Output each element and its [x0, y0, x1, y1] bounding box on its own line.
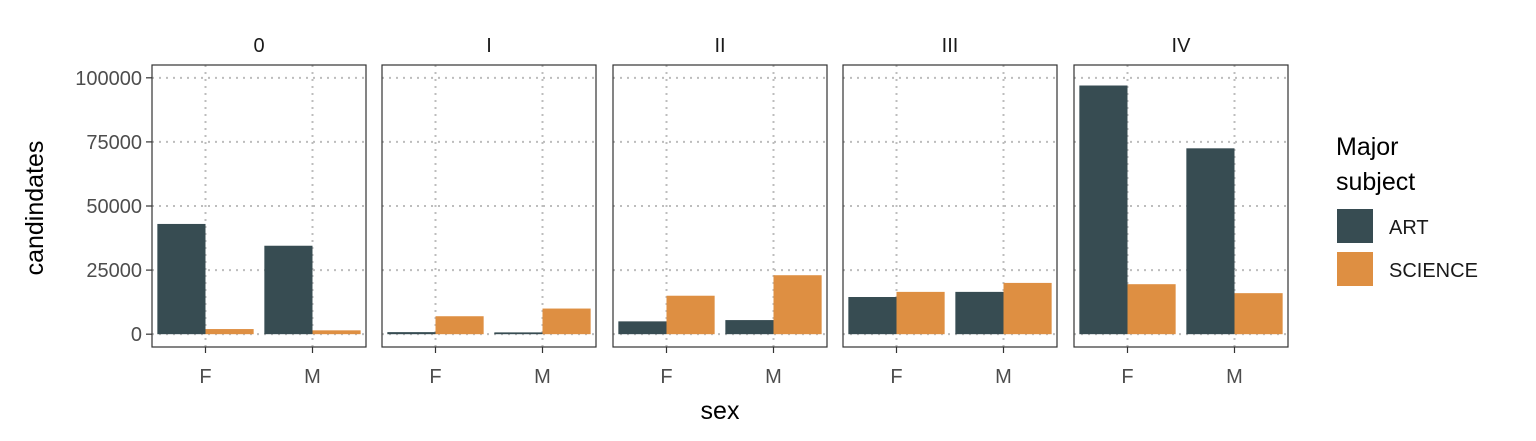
bar-science-f: [1127, 284, 1176, 335]
bar-art-m: [725, 320, 774, 335]
x-tick-label: M: [1226, 366, 1243, 388]
y-axis-title: candindates: [21, 141, 49, 276]
facet-strip-label: IV: [1172, 35, 1192, 57]
bar-science-m: [1003, 282, 1052, 335]
panel-border: [1073, 64, 1289, 348]
bar-science-m: [542, 308, 591, 335]
x-tick-label: F: [1121, 366, 1133, 388]
x-tick-label: F: [199, 366, 211, 388]
y-tick-label: 75000: [86, 132, 142, 154]
bar-art-f: [157, 223, 206, 335]
legend: Major subject ART SCIENCE: [1336, 133, 1478, 286]
y-axis: 0 25000 50000 75000 100000: [75, 68, 152, 346]
legend-label: SCIENCE: [1389, 260, 1478, 282]
legend-title: subject: [1336, 168, 1415, 196]
facet-panels: 0 F M I F M II F M III F M IV F M: [151, 35, 1289, 388]
bar-art-m: [955, 291, 1004, 335]
bar-science-f: [896, 291, 945, 335]
x-tick-label: M: [765, 366, 782, 388]
facet-strip-label: I: [486, 35, 492, 57]
x-tick-label: F: [660, 366, 672, 388]
y-tick-label: 50000: [86, 196, 142, 218]
bar-science-f: [205, 329, 254, 335]
panel-border: [612, 64, 828, 348]
x-tick-label: M: [534, 366, 551, 388]
bar-art-f: [848, 297, 897, 335]
y-tick-label: 25000: [86, 260, 142, 282]
legend-key-science: [1337, 252, 1373, 286]
x-tick-label: M: [304, 366, 321, 388]
facet-strip-label: III: [942, 35, 959, 57]
facet-panel: 0 F M: [151, 35, 367, 388]
bar-science-f: [435, 316, 484, 335]
bar-art-f: [1079, 85, 1128, 335]
legend-title: Major: [1336, 133, 1399, 161]
y-tick-label: 100000: [75, 68, 142, 90]
panel-border: [381, 64, 597, 348]
facet-panel: III F M: [842, 35, 1058, 388]
bar-art-f: [387, 332, 436, 335]
x-tick-label: M: [995, 366, 1012, 388]
panel-border: [842, 64, 1058, 348]
bar-art-m: [264, 245, 313, 335]
bar-art-m: [1186, 148, 1235, 335]
bar-art-m: [494, 332, 543, 335]
x-axis-title: sex: [701, 397, 740, 425]
panel-border: [151, 64, 367, 348]
bar-science-m: [773, 275, 822, 335]
x-tick-label: F: [890, 366, 902, 388]
bar-science-m: [312, 330, 361, 335]
bar-art-f: [618, 321, 667, 335]
bar-science-f: [666, 295, 715, 335]
y-tick-label: 0: [131, 324, 142, 346]
facet-strip-label: II: [714, 35, 725, 57]
x-tick-label: F: [429, 366, 441, 388]
facet-panel: I F M: [381, 35, 597, 388]
facet-strip-label: 0: [253, 35, 264, 57]
bar-science-m: [1234, 293, 1283, 335]
facet-panel: IV F M: [1073, 35, 1289, 388]
legend-label: ART: [1389, 217, 1429, 239]
facet-panel: II F M: [612, 35, 828, 388]
legend-key-art: [1337, 209, 1373, 243]
